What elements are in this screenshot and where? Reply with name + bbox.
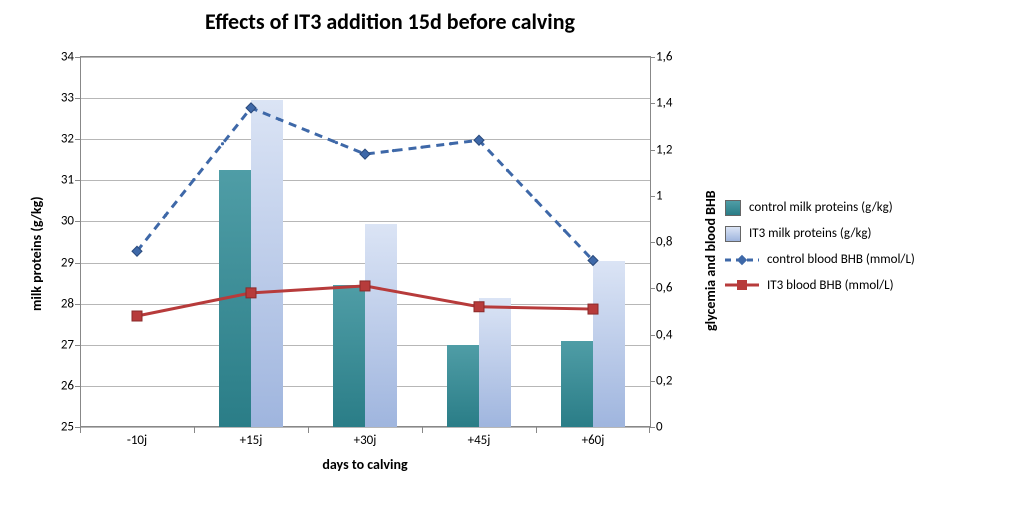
legend-label: IT3 blood BHB (mmol/L) [767, 278, 894, 294]
y-right-tick-label: 0 [656, 421, 663, 434]
legend-label: control blood BHB (mmol/L) [767, 252, 915, 268]
y-left-tick-label: 31 [61, 174, 74, 187]
legend-item: control blood BHB (mmol/L) [725, 252, 915, 268]
y-right-tick-label: 0,4 [656, 328, 672, 341]
y-right-tick-mark [650, 196, 655, 197]
legend-label: control milk proteins (g/kg) [749, 200, 893, 216]
series-line-dot [392, 149, 395, 152]
square-marker [360, 281, 370, 291]
y-axis-right-title: glycemia and blood BHB [702, 190, 719, 331]
legend-item: IT3 blood BHB (mmol/L) [725, 278, 915, 294]
diamond-marker [738, 255, 747, 264]
plot-area: 2526272829303132333400,20,40,60,811,21,4… [80, 56, 651, 427]
x-tick-label: -10j [80, 433, 194, 449]
legend-label: IT3 milk proteins (g/kg) [749, 226, 871, 242]
legend-swatch [725, 226, 741, 242]
x-tick-label: +15j [194, 433, 308, 449]
chart-title: Effects of IT3 addition 15d before calvi… [0, 8, 780, 35]
series-line-dot [192, 178, 195, 181]
series-line-dot [221, 142, 224, 145]
y-left-tick-label: 26 [61, 379, 74, 392]
x-tick-label: +60j [536, 433, 650, 449]
legend-line-sample [725, 278, 759, 292]
series-line-dot [335, 141, 338, 144]
y-right-tick-mark [650, 150, 655, 151]
y-right-tick-label: 0,2 [656, 374, 672, 387]
legend-line-sample [725, 253, 759, 267]
y-left-tick-label: 25 [61, 421, 74, 434]
square-marker [474, 302, 484, 312]
y-right-tick-mark [650, 288, 655, 289]
y-left-tick-label: 32 [61, 133, 74, 146]
y-right-tick-mark [650, 242, 655, 243]
y-right-tick-mark [650, 335, 655, 336]
square-marker [246, 288, 256, 298]
square-marker [132, 311, 142, 321]
y-left-tick-label: 34 [61, 51, 74, 64]
y-left-tick-label: 29 [61, 256, 74, 269]
y-left-tick-label: 27 [61, 338, 74, 351]
legend-item: control milk proteins (g/kg) [725, 200, 915, 216]
series-line-dot [563, 229, 566, 232]
x-tick-label: +30j [308, 433, 422, 449]
y-right-tick-label: 0,6 [656, 282, 672, 295]
y-right-tick-label: 1 [656, 189, 663, 202]
y-right-tick-label: 1,6 [656, 51, 672, 64]
y-left-tick-label: 28 [61, 297, 74, 310]
diamond-marker [360, 149, 370, 159]
y-right-tick-mark [650, 427, 655, 428]
legend: control milk proteins (g/kg) IT3 milk pro… [725, 190, 915, 303]
series-line [137, 108, 593, 261]
series-line-dot [506, 169, 509, 172]
chart-container: Effects of IT3 addition 15d before calvi… [0, 0, 1023, 511]
y-left-tick-label: 30 [61, 215, 74, 228]
x-axis-title: days to calving [80, 456, 650, 473]
y-right-tick-label: 1,4 [656, 97, 672, 110]
line-layer [80, 57, 650, 427]
legend-swatch [725, 200, 741, 216]
y-right-tick-label: 0,8 [656, 236, 672, 249]
y-left-tick-label: 33 [61, 92, 74, 105]
series-line-dot [420, 146, 423, 149]
square-marker [738, 281, 747, 290]
series-line-dot [534, 199, 537, 202]
y-right-tick-mark [650, 57, 655, 58]
diamond-marker [246, 103, 256, 113]
x-tick-label: +45j [422, 433, 536, 449]
series-line-dot [278, 118, 281, 121]
series-line-dot [164, 214, 167, 217]
y-axis-left-title: milk proteins (g/kg) [28, 196, 45, 311]
gridline [80, 427, 650, 428]
series-line-dot [306, 129, 309, 132]
legend-item: IT3 milk proteins (g/kg) [725, 226, 915, 242]
y-right-tick-mark [650, 103, 655, 104]
y-right-tick-label: 1,2 [656, 143, 672, 156]
y-right-tick-mark [650, 381, 655, 382]
square-marker [588, 304, 598, 314]
series-line-dot [449, 142, 452, 145]
